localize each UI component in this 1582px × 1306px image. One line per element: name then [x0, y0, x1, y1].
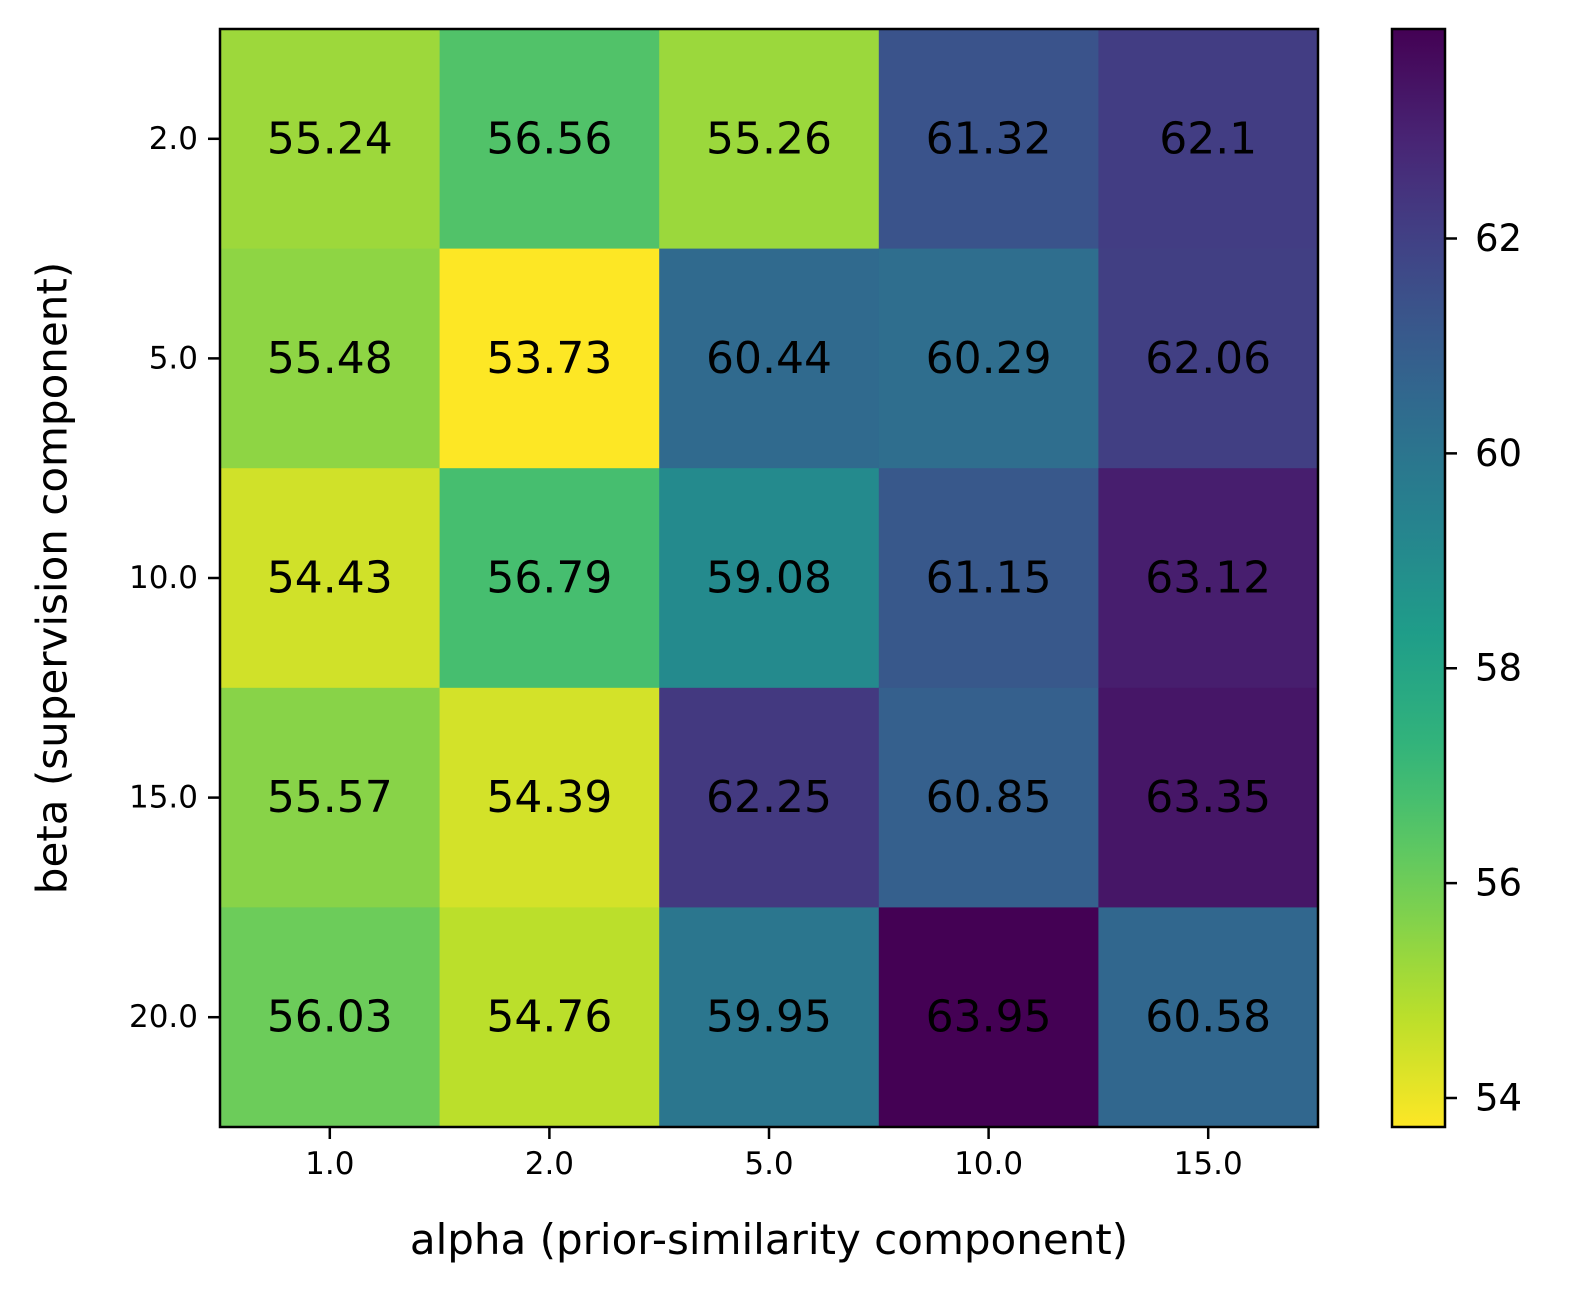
- x-axis-title: alpha (prior-similarity component): [410, 1215, 1128, 1264]
- cell-value-label: 59.08: [706, 553, 832, 604]
- heatmap-cell: [220, 29, 441, 250]
- cell-value-label: 56.56: [486, 113, 612, 164]
- colorbar-ticks: 54 56 58 60 62: [1445, 217, 1522, 1119]
- cell-value-label: 56.79: [486, 553, 612, 604]
- cell-value-label: 54.39: [486, 772, 612, 823]
- colorbar-tick-label: 62: [1475, 217, 1522, 260]
- x-tick-label: 15.0: [1174, 1146, 1243, 1182]
- heatmap-cell: [1098, 248, 1319, 469]
- y-tick-label: 2.0: [149, 121, 198, 157]
- cell-value-label: 55.48: [267, 333, 393, 384]
- cell-value-label: 63.95: [926, 992, 1052, 1043]
- cell-value-label: 55.24: [267, 113, 393, 164]
- cell-value-label: 62.06: [1145, 333, 1271, 384]
- y-tick-label: 15.0: [129, 780, 198, 816]
- heatmap-cell: [439, 687, 660, 908]
- y-tick-label: 10.0: [129, 560, 198, 596]
- cell-value-label: 60.58: [1145, 992, 1271, 1043]
- heatmap-cell: [220, 248, 441, 469]
- x-tick-label: 2.0: [525, 1146, 574, 1182]
- cell-value-label: 62.1: [1159, 113, 1257, 164]
- heatmap-cell: [439, 907, 660, 1128]
- heatmap-cell: [1098, 468, 1319, 689]
- colorbar: [1390, 27, 1447, 1129]
- cell-value-label: 54.43: [267, 553, 393, 604]
- heatmap-cell: [1098, 29, 1319, 250]
- x-tick-label: 5.0: [744, 1146, 793, 1182]
- colorbar-tick-label: 56: [1475, 862, 1522, 905]
- heatmap-cell-labels: 55.24 56.56 55.26 61.32 62.1 55.48 53.73 60.44 6…: [267, 113, 1271, 1042]
- heatmap-cell: [878, 468, 1099, 689]
- heatmap-cell: [659, 248, 880, 469]
- cell-value-label: 63.12: [1145, 553, 1271, 604]
- heatmap-cells: [220, 29, 1319, 1128]
- cell-value-label: 62.25: [706, 772, 832, 823]
- colorbar-tick-label: 58: [1475, 647, 1522, 690]
- cell-value-label: 56.03: [267, 992, 393, 1043]
- x-tick-label: 10.0: [954, 1146, 1023, 1182]
- heatmap-cell: [439, 248, 660, 469]
- heatmap-cell: [659, 29, 880, 250]
- heatmap-cell: [878, 248, 1099, 469]
- x-axis-ticks: 1.0 2.0 5.0 10.0 15.0: [305, 1127, 1243, 1182]
- cell-value-label: 61.32: [926, 113, 1052, 164]
- cell-value-label: 53.73: [486, 333, 612, 384]
- heatmap-cell: [439, 29, 660, 250]
- heatmap-cell: [659, 468, 880, 689]
- heatmap-cell: [1098, 907, 1319, 1128]
- heatmap-cell: [220, 468, 441, 689]
- y-axis-title: beta (supervision component): [28, 262, 77, 894]
- heatmap-cell: [878, 907, 1099, 1128]
- cell-value-label: 61.15: [926, 553, 1052, 604]
- heatmap-cell: [878, 687, 1099, 908]
- heatmap-cell: [878, 29, 1099, 250]
- heatmap-cell: [439, 468, 660, 689]
- cell-value-label: 60.29: [926, 333, 1052, 384]
- x-tick-label: 1.0: [305, 1146, 354, 1182]
- y-axis-ticks: 2.0 5.0 10.0 15.0 20.0: [129, 121, 220, 1035]
- cell-value-label: 60.44: [706, 333, 832, 384]
- heatmap-cell: [659, 907, 880, 1128]
- heatmap-cell: [1098, 687, 1319, 908]
- cell-value-label: 63.35: [1145, 772, 1271, 823]
- y-tick-label: 20.0: [129, 999, 198, 1035]
- colorbar-tick-label: 60: [1475, 432, 1522, 475]
- colorbar-tick-label: 54: [1475, 1076, 1522, 1119]
- cell-value-label: 55.26: [706, 113, 832, 164]
- heatmap-cell: [659, 687, 880, 908]
- cell-value-label: 59.95: [706, 992, 832, 1043]
- heatmap-cell: [220, 687, 441, 908]
- y-tick-label: 5.0: [149, 340, 198, 376]
- heatmap-cell: [220, 907, 441, 1128]
- cell-value-label: 60.85: [926, 772, 1052, 823]
- cell-value-label: 54.76: [486, 992, 612, 1043]
- cell-value-label: 55.57: [267, 772, 393, 823]
